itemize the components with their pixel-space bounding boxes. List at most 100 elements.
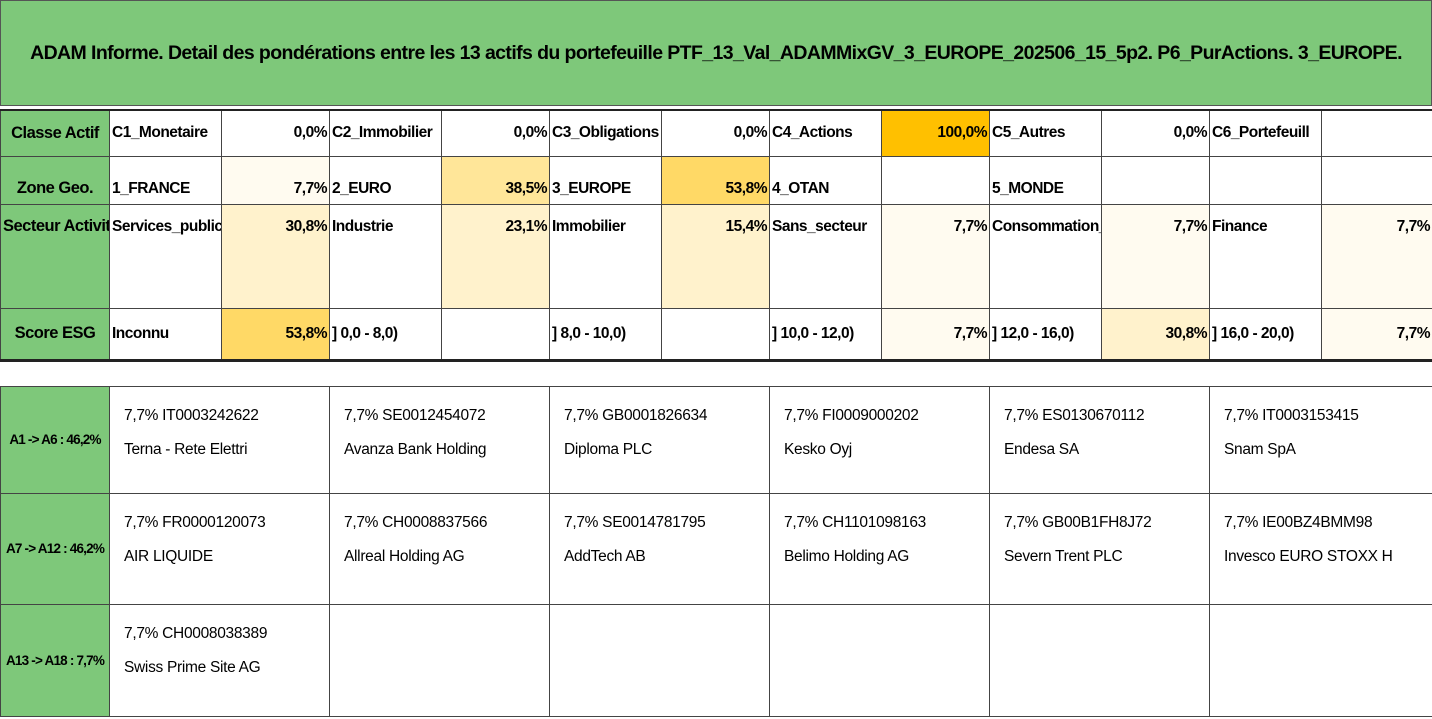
weight-value-cell[interactable] <box>1321 109 1432 157</box>
asset-cell[interactable]: 7,7% GB0001826634 Diploma PLC <box>549 386 770 494</box>
category-label-cell[interactable]: C1_Monetaire <box>109 109 222 157</box>
asset-cell[interactable] <box>1209 604 1432 717</box>
category-label-cell[interactable]: 2_EURO <box>329 155 442 205</box>
asset-name: Swiss Prime Site AG <box>124 659 261 676</box>
weight-value-cell[interactable]: 7,7% <box>1321 307 1432 361</box>
row-header-cell[interactable]: Secteur Activite <box>0 203 110 309</box>
asset-weight: 7,7% <box>124 625 159 642</box>
asset-weight: 7,7% <box>564 407 599 424</box>
asset-weight-isin-line: 7,7% GB0001826634 <box>564 405 769 427</box>
weight-value-cell[interactable]: 53,8% <box>221 307 330 361</box>
weight-value-cell[interactable]: 53,8% <box>661 155 770 205</box>
weight-value-cell[interactable]: 7,7% <box>1321 203 1432 309</box>
asset-isin: IT0003153415 <box>1262 407 1359 424</box>
asset-cell[interactable]: 7,7% SE0014781795 AddTech AB <box>549 493 770 605</box>
weight-value-cell[interactable]: 15,4% <box>661 203 770 309</box>
weight-value-cell[interactable] <box>661 307 770 361</box>
category-label-cell[interactable]: 4_OTAN <box>769 155 882 205</box>
weight-value-cell[interactable]: 7,7% <box>881 307 990 361</box>
asset-weight: 7,7% <box>124 407 159 424</box>
asset-cell[interactable]: 7,7% IE00BZ4BMM98 Invesco EURO STOXX H <box>1209 493 1432 605</box>
allocation-summary-table: Classe Actif C1_Monetaire 0,0% C2_Immobilie… <box>0 109 1432 362</box>
category-label-cell[interactable]: C4_Actions <box>769 109 882 157</box>
asset-name: Belimo Holding AG <box>784 548 909 565</box>
asset-weight-isin-line: 7,7% SE0012454072 <box>344 405 549 427</box>
weight-value-cell[interactable]: 30,8% <box>221 203 330 309</box>
category-label-cell[interactable]: Inconnu <box>109 307 222 361</box>
weight-value-cell[interactable]: 7,7% <box>881 203 990 309</box>
asset-cell[interactable]: 7,7% ES0130670112 Endesa SA <box>989 386 1210 494</box>
asset-cell[interactable]: 7,7% CH0008038389 Swiss Prime Site AG <box>109 604 330 717</box>
category-label-cell[interactable]: Services_publics <box>109 203 222 309</box>
asset-weight: 7,7% <box>784 407 819 424</box>
category-label-cell[interactable]: C3_Obligations <box>549 109 662 157</box>
category-label-cell[interactable]: Consommation_base <box>989 203 1102 309</box>
category-label-cell[interactable]: Immobilier <box>549 203 662 309</box>
asset-weight-isin-line: 7,7% ES0130670112 <box>1004 405 1209 427</box>
weight-value-cell[interactable]: 0,0% <box>1101 109 1210 157</box>
category-label-cell[interactable]: 5_MONDE <box>989 155 1102 205</box>
row-header-cell[interactable]: Score ESG <box>0 307 110 361</box>
geo-zone-row: Zone Geo. 1_FRANCE 7,7% 2_EURO 38,5% 3_EUROPE… <box>0 155 1432 205</box>
category-label-cell[interactable]: C6_Portefeuill <box>1209 109 1322 157</box>
weight-value-cell[interactable]: 7,7% <box>221 155 330 205</box>
weight-value-cell[interactable] <box>1101 155 1210 205</box>
category-label-cell[interactable]: ] 10,0 - 12,0) <box>769 307 882 361</box>
asset-range-label: A1 -> A6 : 46,2% <box>9 432 101 447</box>
weight-value-cell[interactable] <box>441 307 550 361</box>
weight-value-cell[interactable]: 100,0% <box>881 109 990 157</box>
category-label-cell[interactable]: ] 16,0 - 20,0) <box>1209 307 1322 361</box>
category-label-cell[interactable]: Finance <box>1209 203 1322 309</box>
asset-isin: GB0001826634 <box>602 407 708 424</box>
asset-cell[interactable]: 7,7% IT0003153415 Snam SpA <box>1209 386 1432 494</box>
weight-value-cell[interactable]: 30,8% <box>1101 307 1210 361</box>
row-header-cell[interactable]: Classe Actif <box>0 109 110 157</box>
asset-weight: 7,7% <box>784 514 819 531</box>
asset-isin: CH0008837566 <box>382 514 488 531</box>
row-header-cell[interactable]: Zone Geo. <box>0 155 110 205</box>
asset-range-header-cell[interactable]: A7 -> A12 : 46,2% <box>0 493 110 605</box>
asset-range-header-cell[interactable]: A13 -> A18 : 7,7% <box>0 604 110 717</box>
weight-value-cell[interactable]: 23,1% <box>441 203 550 309</box>
category-label-cell[interactable]: 1_FRANCE <box>109 155 222 205</box>
category-label-cell[interactable]: 3_EUROPE <box>549 155 662 205</box>
asset-name: Kesko Oyj <box>784 441 852 458</box>
category-label-cell[interactable]: C2_Immobilier <box>329 109 442 157</box>
asset-weight: 7,7% <box>1004 514 1039 531</box>
weight-value-cell[interactable]: 38,5% <box>441 155 550 205</box>
asset-name: Snam SpA <box>1224 441 1296 458</box>
asset-cell[interactable] <box>549 604 770 717</box>
asset-cell[interactable]: 7,7% IT0003242622 Terna - Rete Elettri <box>109 386 330 494</box>
asset-cell[interactable]: 7,7% SE0012454072 Avanza Bank Holding <box>329 386 550 494</box>
category-label-cell[interactable]: ] 8,0 - 10,0) <box>549 307 662 361</box>
asset-isin: FI0009000202 <box>822 407 919 424</box>
asset-cell[interactable]: 7,7% GB00B1FH8J72 Severn Trent PLC <box>989 493 1210 605</box>
weight-value-cell[interactable] <box>881 155 990 205</box>
asset-range-header-cell[interactable]: A1 -> A6 : 46,2% <box>0 386 110 494</box>
asset-cell[interactable]: 7,7% FR0000120073 AIR LIQUIDE <box>109 493 330 605</box>
asset-cell[interactable] <box>769 604 990 717</box>
weight-value-cell[interactable]: 0,0% <box>441 109 550 157</box>
weight-value-cell[interactable]: 0,0% <box>661 109 770 157</box>
asset-cell[interactable]: 7,7% FI0009000202 Kesko Oyj <box>769 386 990 494</box>
weight-value-cell[interactable] <box>1321 155 1432 205</box>
weight-value-cell[interactable]: 0,0% <box>221 109 330 157</box>
category-label-cell[interactable]: Sans_secteur <box>769 203 882 309</box>
asset-range-label: A13 -> A18 : 7,7% <box>5 652 105 668</box>
asset-weight: 7,7% <box>1004 407 1039 424</box>
asset-weight-isin-line: 7,7% SE0014781795 <box>564 512 769 534</box>
category-label-cell[interactable]: ] 0,0 - 8,0) <box>329 307 442 361</box>
asset-cell[interactable]: 7,7% CH0008837566 Allreal Holding AG <box>329 493 550 605</box>
category-label-cell[interactable]: ] 12,0 - 16,0) <box>989 307 1102 361</box>
category-label-cell[interactable] <box>1209 155 1322 205</box>
asset-cell[interactable] <box>989 604 1210 717</box>
category-label-cell[interactable]: C5_Autres <box>989 109 1102 157</box>
weight-value-cell[interactable]: 7,7% <box>1101 203 1210 309</box>
asset-name: Avanza Bank Holding <box>344 441 487 458</box>
asset-cell[interactable]: 7,7% CH1101098163 Belimo Holding AG <box>769 493 990 605</box>
asset-weight-isin-line: 7,7% CH0008837566 <box>344 512 549 534</box>
asset-cell[interactable] <box>329 604 550 717</box>
asset-name: Severn Trent PLC <box>1004 548 1123 565</box>
asset-weight-isin-line: 7,7% CH0008038389 <box>124 623 329 645</box>
category-label-cell[interactable]: Industrie <box>329 203 442 309</box>
